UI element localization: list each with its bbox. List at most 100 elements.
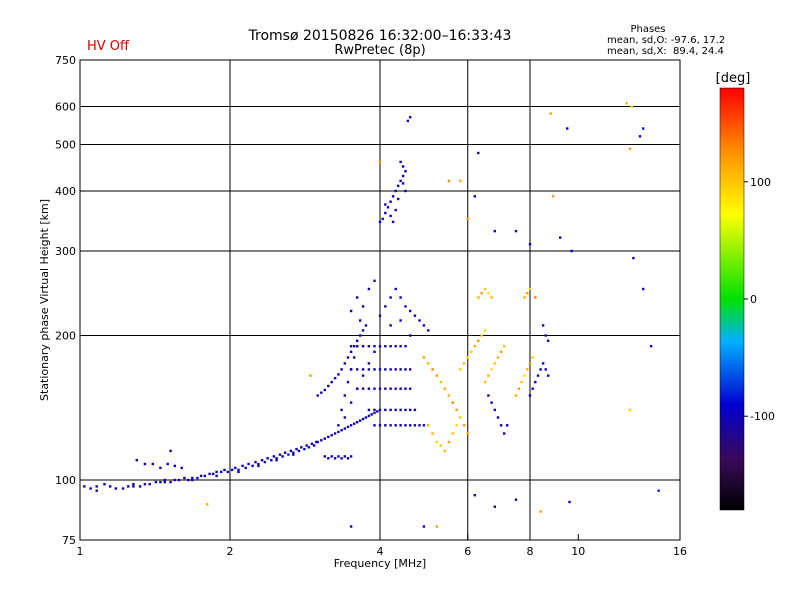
data-point bbox=[394, 424, 397, 427]
data-point bbox=[367, 414, 371, 418]
x-tick-label: 1 bbox=[77, 545, 84, 558]
data-point bbox=[559, 236, 562, 239]
data-point bbox=[459, 416, 462, 419]
data-point bbox=[391, 220, 395, 224]
data-point bbox=[343, 416, 346, 419]
data-point bbox=[451, 432, 454, 435]
data-point bbox=[413, 314, 417, 317]
data-point bbox=[431, 368, 434, 371]
data-point bbox=[493, 408, 496, 412]
data-point bbox=[625, 101, 628, 105]
data-point bbox=[121, 487, 125, 490]
data-point bbox=[451, 401, 454, 404]
data-point bbox=[404, 345, 407, 348]
data-point bbox=[528, 362, 532, 365]
data-point bbox=[260, 459, 264, 462]
data-point bbox=[138, 485, 142, 488]
data-point bbox=[376, 410, 379, 413]
data-point bbox=[180, 466, 183, 470]
data-point bbox=[316, 394, 319, 397]
data-point bbox=[462, 362, 466, 365]
data-point bbox=[409, 334, 412, 337]
data-point bbox=[215, 474, 218, 478]
data-point bbox=[364, 416, 368, 419]
data-point bbox=[289, 449, 293, 453]
data-point bbox=[439, 380, 443, 384]
data-point bbox=[526, 292, 529, 295]
data-point bbox=[568, 500, 571, 504]
axis-ticks: 1 2 4 6 8 10 16 75 100 200 300 400 500 600 750 bbox=[55, 54, 687, 558]
data-point bbox=[191, 478, 194, 482]
data-point bbox=[549, 112, 552, 115]
data-point bbox=[95, 485, 98, 488]
data-point bbox=[346, 425, 350, 429]
data-point bbox=[384, 203, 387, 206]
data-point bbox=[323, 455, 326, 458]
data-point bbox=[528, 287, 532, 291]
data-point bbox=[364, 324, 368, 327]
data-point bbox=[356, 387, 359, 390]
data-point bbox=[391, 195, 395, 198]
data-point bbox=[462, 424, 466, 427]
data-point bbox=[163, 478, 166, 482]
data-point bbox=[373, 345, 376, 348]
data-point bbox=[477, 151, 480, 155]
data-point bbox=[359, 334, 362, 337]
data-point bbox=[399, 387, 402, 390]
data-point bbox=[127, 485, 130, 488]
data-point bbox=[234, 466, 237, 470]
data-point bbox=[473, 494, 476, 497]
colorbar bbox=[719, 87, 745, 511]
data-point bbox=[310, 442, 314, 445]
data-point bbox=[316, 440, 319, 444]
data-point bbox=[409, 387, 412, 390]
data-point bbox=[399, 179, 402, 183]
data-point bbox=[173, 478, 176, 482]
data-point bbox=[257, 464, 260, 468]
data-point bbox=[356, 339, 359, 342]
data-point bbox=[353, 356, 356, 359]
x-tick-label: 10 bbox=[571, 545, 585, 558]
data-point bbox=[275, 459, 278, 462]
data-point bbox=[544, 368, 547, 371]
data-point bbox=[349, 350, 353, 353]
data-point bbox=[109, 485, 112, 488]
data-point bbox=[103, 483, 106, 486]
data-point bbox=[490, 401, 493, 404]
data-points bbox=[83, 101, 660, 528]
data-point bbox=[183, 476, 186, 480]
data-point bbox=[381, 217, 384, 221]
data-point bbox=[226, 470, 229, 474]
data-point bbox=[177, 478, 181, 482]
data-point bbox=[649, 345, 653, 348]
x-tick-label: 2 bbox=[227, 545, 234, 558]
data-point bbox=[356, 296, 359, 299]
data-point bbox=[547, 374, 550, 377]
y-tick-label: 400 bbox=[55, 185, 76, 198]
data-point bbox=[367, 362, 371, 365]
data-point bbox=[337, 373, 340, 376]
data-point bbox=[401, 182, 405, 185]
y-axis-label: Stationary phase Virtual Height [km] bbox=[38, 199, 51, 401]
data-point bbox=[305, 444, 308, 447]
data-point bbox=[493, 229, 496, 233]
data-point bbox=[323, 388, 326, 392]
data-point bbox=[394, 408, 397, 412]
data-point bbox=[630, 105, 633, 108]
data-point bbox=[241, 464, 244, 468]
data-point bbox=[359, 319, 362, 322]
data-point bbox=[544, 334, 547, 337]
data-point bbox=[384, 305, 387, 308]
data-point bbox=[566, 127, 569, 130]
data-point bbox=[389, 387, 392, 390]
data-point bbox=[330, 380, 333, 384]
data-point bbox=[373, 424, 376, 427]
data-point bbox=[159, 466, 162, 470]
data-point bbox=[526, 368, 529, 371]
data-point bbox=[477, 339, 480, 342]
data-point bbox=[418, 424, 421, 427]
data-point bbox=[378, 314, 382, 317]
data-point bbox=[373, 279, 376, 282]
data-point bbox=[528, 394, 532, 397]
